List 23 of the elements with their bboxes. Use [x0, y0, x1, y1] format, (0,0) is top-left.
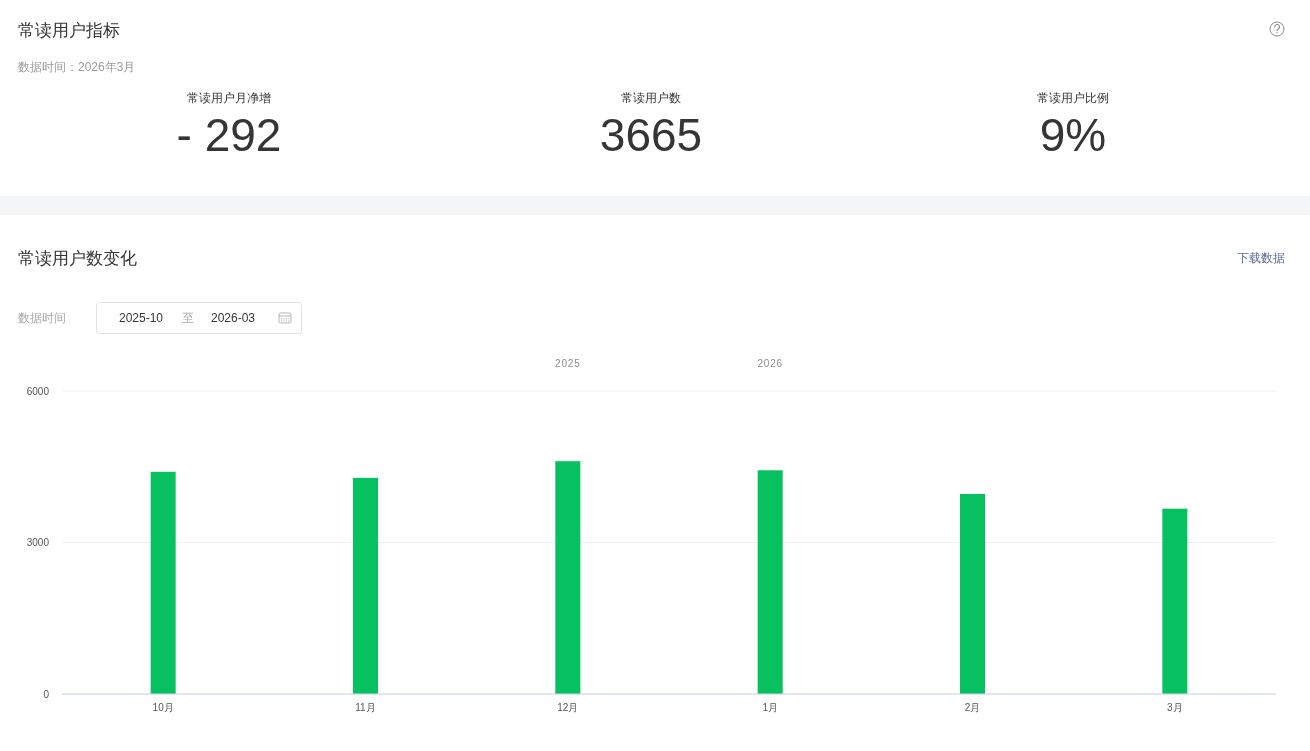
y-tick-label: 3000: [26, 537, 49, 548]
kpi-value: 3665: [599, 109, 703, 161]
kpi-label: 常读用户数: [621, 91, 681, 105]
kpi-label: 常读用户月净增: [187, 91, 271, 105]
x-tick-label: 12月: [557, 701, 579, 713]
date-range-picker: 2025-10 至 2026-03: [96, 302, 302, 334]
kpi-value: - 292: [176, 109, 282, 161]
year-label: 2025: [555, 357, 581, 369]
x-tick-label: 3月: [1167, 701, 1183, 713]
x-tick-label: 10月: [152, 701, 174, 713]
card-title: 常读用户指标: [18, 20, 120, 40]
chart-title: 常读用户数变化: [18, 248, 137, 268]
y-tick-label: 0: [43, 688, 49, 700]
card-subtitle: 数据时间：2026年3月: [18, 60, 136, 74]
x-tick-label: 2月: [964, 701, 981, 713]
kpi-label: 常读用户比例: [1037, 91, 1109, 105]
y-tick-label: 6000: [26, 385, 49, 397]
year-label: 2026: [757, 357, 783, 369]
download-link: 下载数据: [1237, 251, 1285, 265]
x-tick-label: 1月: [762, 701, 778, 713]
control-label: 数据时间: [18, 311, 66, 325]
kpi-value: 9%: [1039, 109, 1107, 161]
x-tick-label: 11月: [355, 701, 376, 713]
